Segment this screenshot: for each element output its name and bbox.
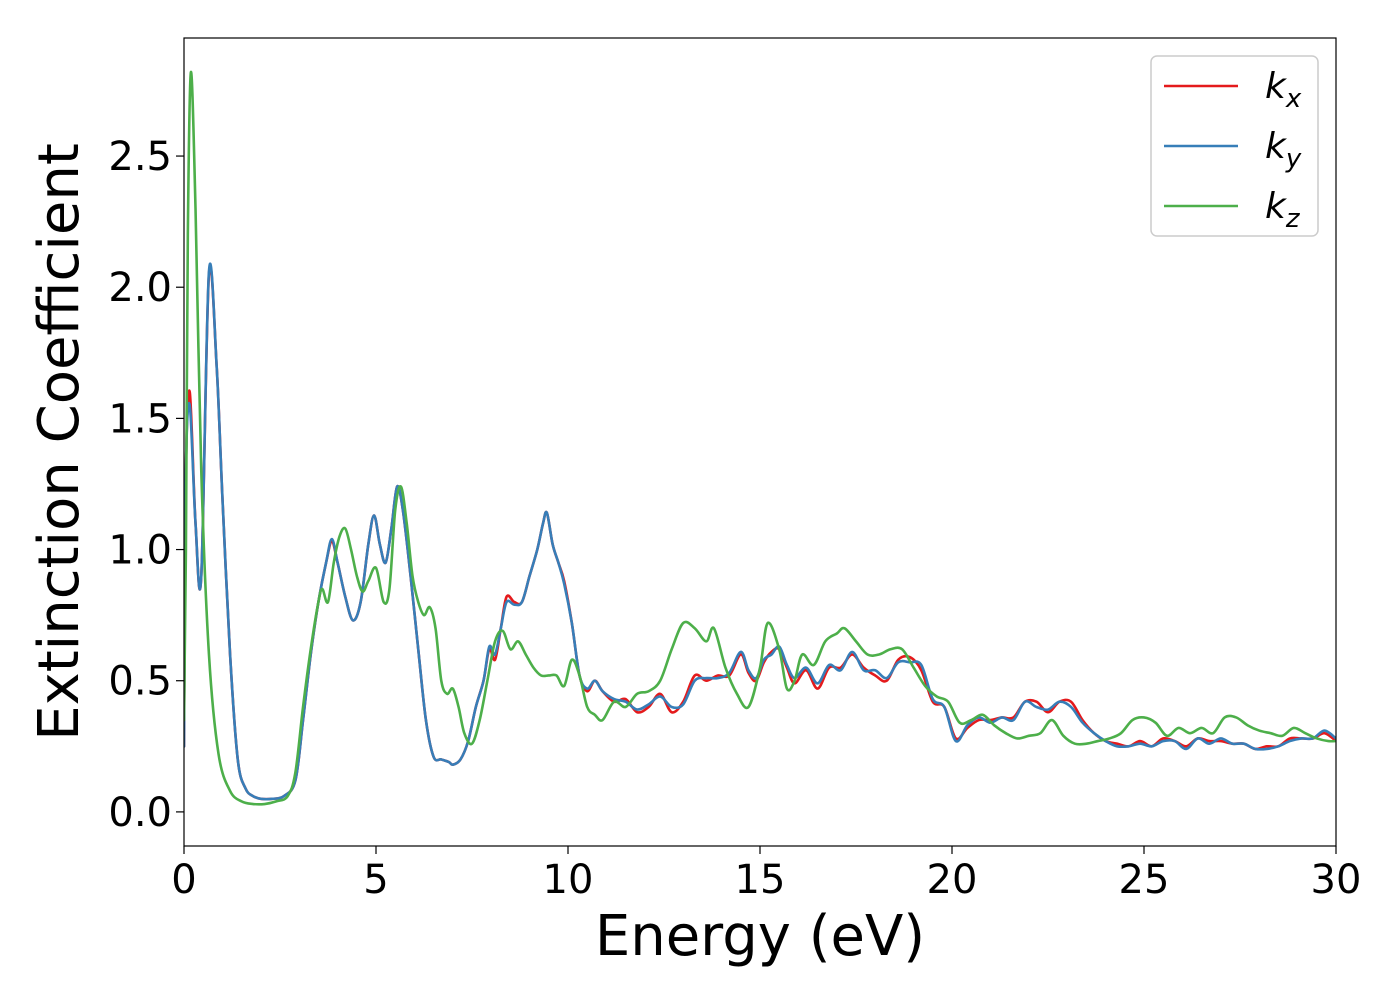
x-tick-label: 25 bbox=[1119, 857, 1170, 903]
legend-label-kx: kx bbox=[1265, 66, 1302, 114]
legend-label-ky: ky bbox=[1265, 126, 1302, 174]
y-tick-label: 2.0 bbox=[108, 265, 172, 311]
legend: kx ky kz bbox=[1150, 55, 1319, 237]
legend-label-kz: kz bbox=[1265, 186, 1301, 234]
y-axis: 0.0 0.5 1.0 1.5 2.0 2.5 bbox=[108, 134, 184, 836]
x-axis: 0 5 10 15 20 25 30 bbox=[171, 846, 1361, 903]
x-tick-label: 20 bbox=[927, 857, 978, 903]
x-axis-label: Energy (eV) bbox=[595, 904, 925, 969]
y-axis-label: Extinction Coefficient bbox=[27, 143, 92, 741]
x-tick-label: 30 bbox=[1311, 857, 1362, 903]
x-tick-label: 10 bbox=[543, 857, 594, 903]
y-tick-label: 1.0 bbox=[108, 528, 172, 574]
series-line-kz bbox=[184, 70, 1336, 806]
y-tick-label: 0.0 bbox=[108, 790, 172, 836]
x-tick-label: 5 bbox=[363, 857, 388, 903]
y-tick-label: 1.5 bbox=[108, 396, 172, 442]
y-tick-label: 0.5 bbox=[108, 659, 172, 705]
x-tick-label: 0 bbox=[171, 857, 196, 903]
series-layer bbox=[184, 70, 1336, 806]
x-tick-label: 15 bbox=[735, 857, 786, 903]
y-tick-label: 2.5 bbox=[108, 134, 172, 180]
